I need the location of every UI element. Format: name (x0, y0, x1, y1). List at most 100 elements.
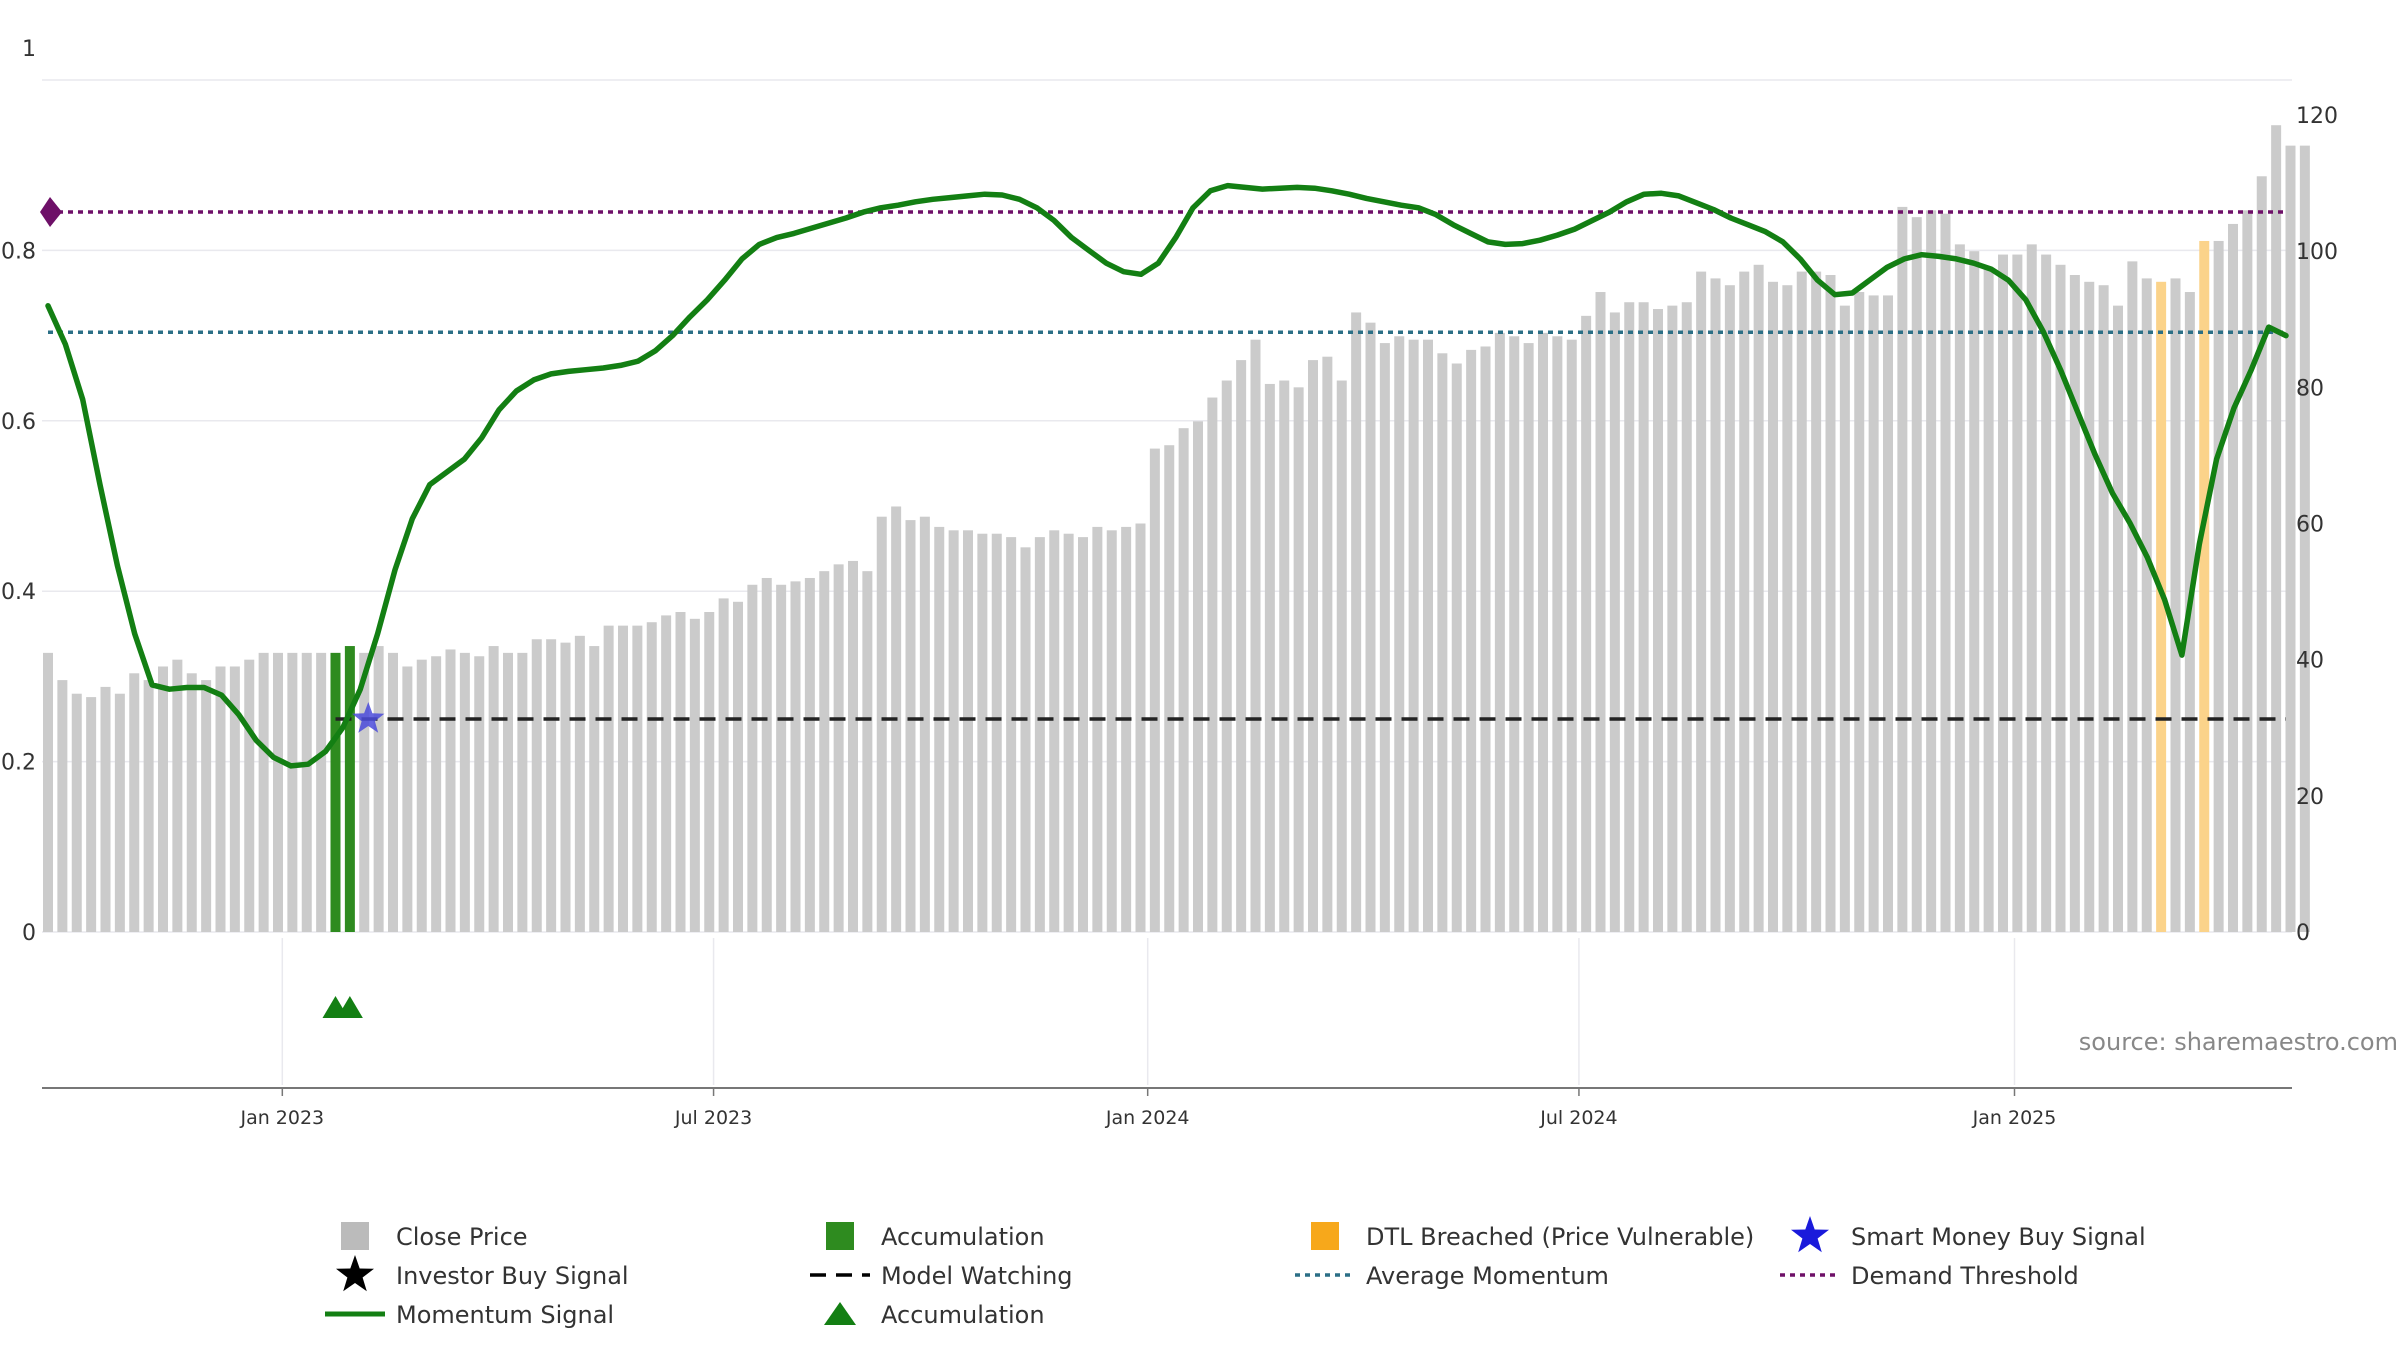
axis-layer: 0 0.2 0.4 0.6 0.8 1 0 20 40 60 80 100 120 Jan 2023 Jul… (1, 37, 2338, 1129)
close-price-bar (2127, 261, 2138, 933)
right-axis-tick: 80 (2296, 376, 2324, 401)
left-axis-tick: 1 (22, 37, 36, 62)
close-price-bar (833, 564, 844, 932)
close-price-bar (1667, 305, 1678, 933)
close-price-bar (1739, 271, 1750, 932)
close-price-bar (503, 652, 513, 932)
close-price-bar (776, 584, 787, 932)
close-price-bar (1135, 523, 1146, 932)
close-price-bar (1236, 360, 1247, 933)
legend-item: Smart Money Buy Signal (1791, 1216, 2146, 1253)
close-price-bar (316, 652, 327, 932)
dtl-breached-bar (2156, 281, 2167, 932)
accumulation-bar (330, 652, 341, 932)
legend-label: Demand Threshold (1851, 1262, 2079, 1290)
source-label: source: sharemaestro.com (2079, 1028, 2398, 1056)
close-price-bar (301, 652, 312, 932)
close-price-bar (876, 516, 887, 932)
close-price-bar (919, 516, 930, 932)
close-price-bar (258, 652, 269, 932)
legend-symbol (1311, 1222, 1339, 1250)
close-price-bar (2041, 254, 2052, 933)
close-price-bar (1538, 332, 1548, 932)
close-price-bar (2170, 278, 2181, 932)
close-price-bar (1466, 349, 1477, 932)
close-price-bar (1006, 537, 1017, 932)
close-price-bar (373, 646, 384, 932)
close-price-bar (287, 652, 298, 932)
smart-money-buy-signal-marker (352, 702, 385, 733)
x-axis-tick-label: Jan 2024 (1105, 1107, 1190, 1129)
legend-symbol (824, 1302, 856, 1325)
close-price-bar (1595, 292, 1606, 932)
close-price-bar (1480, 346, 1491, 932)
close-price-bar (1221, 380, 1232, 932)
x-axis-tick-label: Jan 2025 (1972, 1107, 2057, 1129)
legend-item: Average Momentum (1295, 1262, 1609, 1290)
close-price-bar (1811, 271, 1822, 932)
close-price-bar (2228, 223, 2238, 932)
left-axis-tick: 0 (22, 921, 36, 946)
left-axis-tick: 0.4 (1, 580, 36, 605)
close-price-bar (273, 652, 283, 932)
right-axis-tick: 20 (2296, 785, 2324, 810)
close-price-bar (1638, 302, 1649, 933)
close-price-bar (143, 680, 154, 932)
right-axis-tick: 40 (2296, 649, 2324, 674)
left-axis-tick: 0.2 (1, 751, 36, 776)
close-price-bar (100, 686, 111, 932)
close-price-bar (804, 577, 815, 932)
close-price-bar (488, 646, 499, 932)
close-price-bar (848, 560, 858, 932)
legend-item: Accumulation (824, 1301, 1045, 1329)
close-price-bar (1998, 254, 2008, 933)
close-price-bar (1681, 302, 1692, 933)
left-axis-tick: 0.8 (1, 239, 36, 264)
close-price-bar (1796, 271, 1807, 932)
close-price-bar (1724, 285, 1735, 932)
close-price-bar (2299, 145, 2310, 932)
close-price-bar (1034, 537, 1045, 932)
close-price-bar (1782, 285, 1793, 932)
close-price-bar (1178, 428, 1189, 932)
close-price-bar (1164, 445, 1175, 932)
close-price-bar (963, 530, 973, 932)
legend-symbol (336, 1255, 374, 1292)
close-price-bar (1264, 383, 1275, 932)
momentum-signal-line (45, 182, 2289, 769)
lines-layer (40, 182, 2289, 1018)
close-price-bar (1753, 264, 1764, 932)
close-price-bar (948, 530, 959, 932)
legend-item: DTL Breached (Price Vulnerable) (1311, 1222, 1754, 1251)
close-price-bar (675, 612, 686, 932)
close-price-bar (2285, 145, 2296, 932)
close-price-bar (1394, 336, 1405, 932)
close-price-bar (244, 659, 255, 932)
close-price-bar (1940, 213, 1951, 933)
close-price-bar (1653, 309, 1663, 933)
close-price-bar (1408, 339, 1419, 932)
close-price-bar (2098, 285, 2109, 932)
x-axis-tick-label: Jul 2023 (674, 1107, 752, 1129)
close-price-bar (1983, 268, 1994, 932)
legend-label: Accumulation (881, 1301, 1045, 1329)
close-price-bar (603, 625, 614, 932)
close-price-bar (1897, 206, 1908, 933)
close-price-bar (1049, 530, 1060, 932)
close-price-bar (905, 520, 916, 932)
close-price-bar (747, 584, 758, 932)
close-price-bar (1926, 210, 1937, 933)
close-price-bar (819, 571, 830, 932)
close-price-bar (704, 612, 715, 932)
close-price-bar (172, 659, 183, 932)
close-price-bar (1911, 217, 1922, 932)
close-price-bar (1696, 271, 1707, 932)
legend-label: DTL Breached (Price Vulnerable) (1366, 1223, 1754, 1251)
close-price-bar (977, 533, 988, 932)
close-price-bar (1566, 339, 1577, 932)
close-price-bar (1078, 537, 1088, 932)
close-price-bar (1063, 533, 1074, 932)
close-price-bar (1825, 274, 1836, 932)
